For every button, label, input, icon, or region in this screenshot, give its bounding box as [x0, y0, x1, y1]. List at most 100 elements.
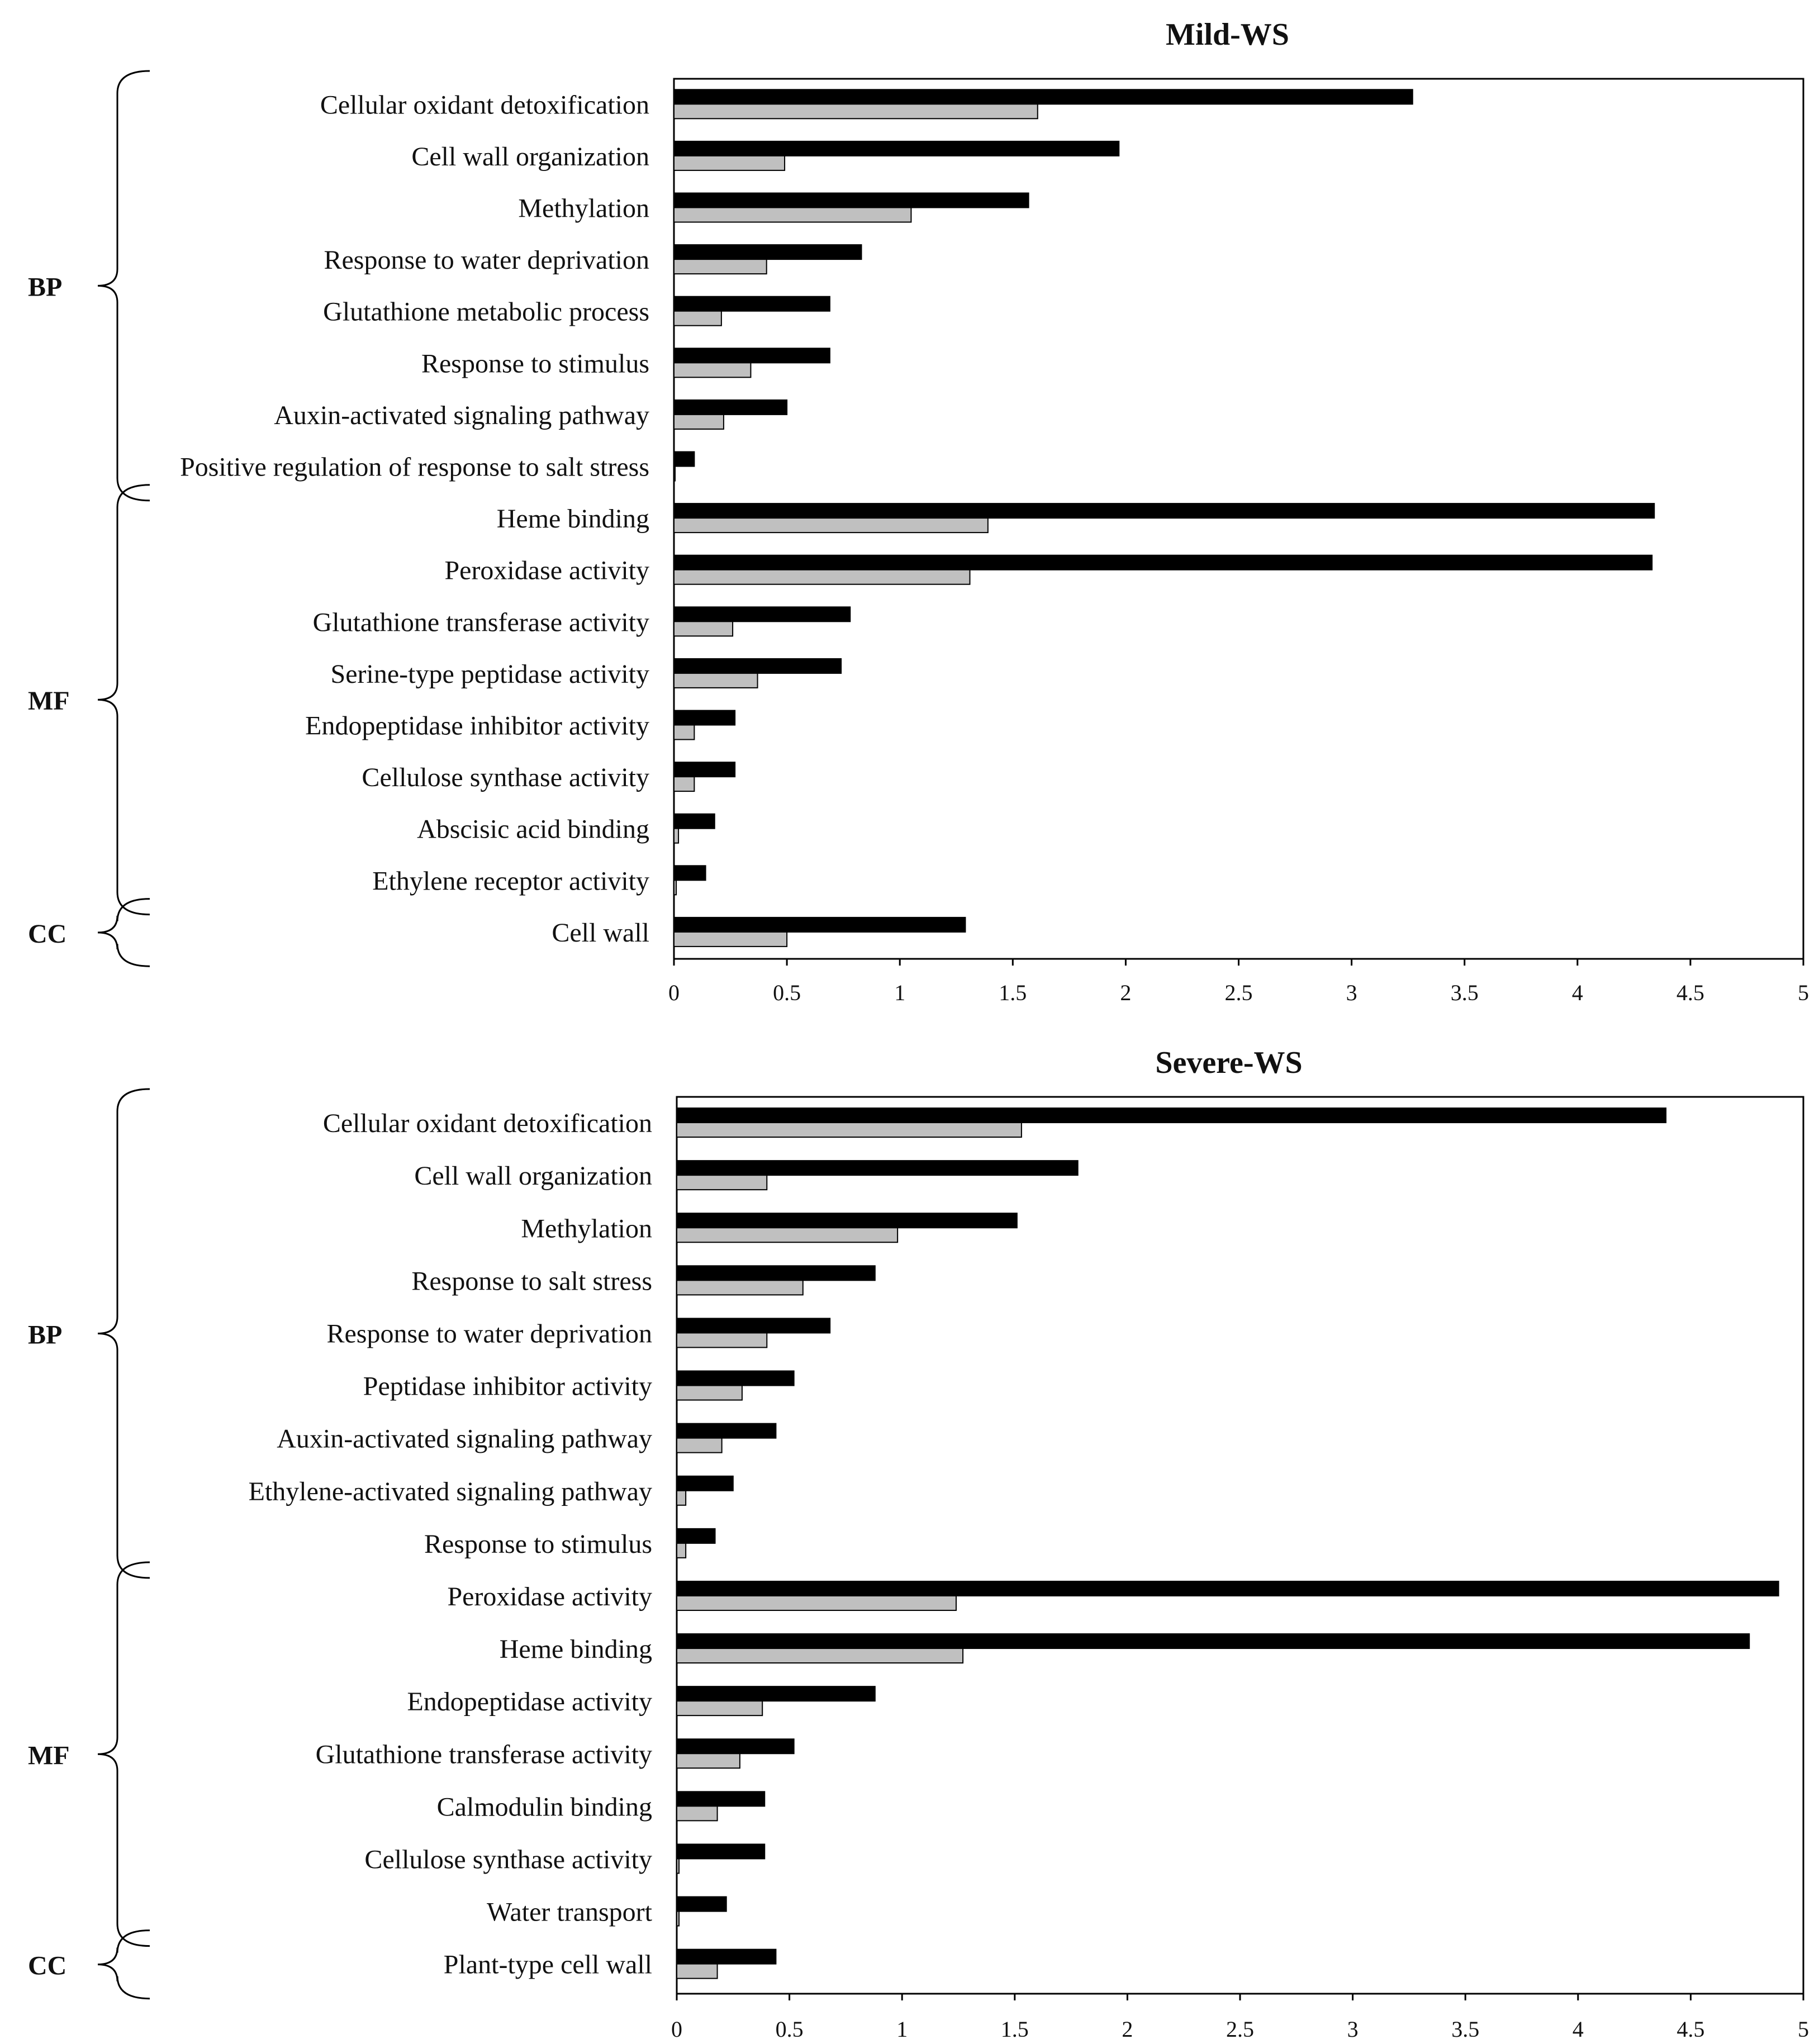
bar-series-1: [676, 1475, 734, 1491]
x-tick-label: 4: [1572, 980, 1583, 1005]
group-label-bp: BP: [28, 1320, 62, 1349]
bar-series-2: [676, 1753, 740, 1769]
x-tick-label: 4.5: [1676, 980, 1704, 1005]
bar-series-2: [673, 465, 676, 482]
x-tick-label: 4.5: [1676, 2017, 1704, 2042]
category-label: Cellular oxidant detoxification: [320, 90, 649, 120]
category-label: Cell wall organization: [411, 142, 649, 172]
group-label-cc: CC: [28, 919, 67, 949]
bar-series-2: [673, 259, 767, 275]
category-label: Calmodulin binding: [437, 1792, 652, 1822]
group-label-mf: MF: [28, 1741, 70, 1770]
bar-series-1: [673, 399, 788, 415]
bar-series-2: [676, 1385, 743, 1401]
bar-series-2: [673, 155, 786, 171]
category-label: Plant-type cell wall: [444, 1950, 652, 1980]
bar-series-1: [673, 348, 830, 364]
bar-series-2: [673, 362, 752, 378]
bar-series-2: [676, 1175, 768, 1191]
bar-series-1: [673, 554, 1653, 571]
bar-series-1: [673, 865, 706, 881]
chart-severe-ws: Severe-WS 0 0.5 1 1.5 2 2.5 3 3.5 4 4.5 5 Cellular o…: [28, 1045, 1809, 2042]
bar-series-1: [673, 916, 966, 933]
x-tick-label: 1.5: [1001, 2017, 1029, 2042]
category-label: Peroxidase activity: [447, 1582, 652, 1612]
group-brace-mf: [97, 1561, 150, 1947]
bar-series-1: [676, 1528, 716, 1544]
bar-series-2: [676, 1910, 680, 1927]
bar-series-1: [676, 1265, 876, 1281]
group-brace-bp: [97, 70, 150, 502]
category-label: Glutathione transferase activity: [313, 607, 649, 637]
group-brace-mf: [97, 484, 150, 916]
x-tick-label: 3.5: [1451, 980, 1479, 1005]
bar-series-1: [673, 192, 1029, 208]
bar-series-2: [676, 1595, 957, 1611]
bar-series-2: [676, 1858, 680, 1874]
x-tick-label: 2.5: [1226, 2017, 1254, 2042]
chart-mild-ws: Mild-WS 0 0.5 1 1.5 2 2.5 3 3.5 4 4.5 5 Cellular oxi…: [28, 17, 1809, 1005]
chart-title: Mild-WS: [1166, 17, 1289, 52]
bar-series-2: [673, 569, 971, 585]
category-label: Endopeptidase inhibitor activity: [305, 711, 649, 741]
x-tick-label: 5: [1798, 2017, 1809, 2042]
group-label-cc: CC: [28, 1951, 67, 1981]
bar-series-1: [673, 710, 736, 726]
category-label: Cellulose synthase activity: [364, 1845, 652, 1874]
bar-series-1: [673, 658, 842, 674]
bar-series-2: [673, 931, 788, 947]
bar-series-1: [676, 1686, 876, 1702]
x-tick-label: 2: [1122, 2017, 1133, 2042]
bar-series-1: [676, 1843, 766, 1860]
x-tick-label: 1.5: [999, 980, 1027, 1005]
bar-series-1: [673, 140, 1120, 156]
bar-series-2: [676, 1332, 768, 1348]
category-label: Endopeptidase activity: [407, 1687, 652, 1717]
bar-series-1: [676, 1370, 795, 1386]
category-label: Peroxidase activity: [444, 556, 649, 586]
x-tick-label: 1: [894, 980, 905, 1005]
bar-series-1: [673, 244, 862, 260]
category-label: Ethylene receptor activity: [372, 866, 649, 896]
bar-series-2: [676, 1227, 899, 1243]
category-label: Peptidase inhibitor activity: [363, 1372, 652, 1401]
bar-series-2: [673, 828, 680, 844]
category-label: Ethylene-activated signaling pathway: [249, 1477, 652, 1506]
bar-series-2: [676, 1805, 718, 1822]
bar-series-2: [673, 621, 734, 637]
x-tick-label: 3: [1347, 2017, 1359, 2042]
category-label: Cellulose synthase activity: [362, 763, 649, 792]
group-brace-cc: [97, 898, 150, 967]
x-tick-label: 0: [671, 2017, 682, 2042]
bar-series-1: [673, 296, 830, 312]
bar-series-1: [676, 1160, 1079, 1176]
category-label: Response to water deprivation: [324, 245, 649, 275]
x-tick-label: 5: [1798, 980, 1809, 1005]
group-brace-cc: [97, 1929, 150, 2000]
group-brace-bp: [97, 1088, 150, 1579]
category-label: Auxin-activated signaling pathway: [274, 401, 649, 430]
x-tick-label: 3: [1346, 980, 1357, 1005]
category-label: Positive regulation of response to salt …: [180, 453, 649, 482]
group-label-mf: MF: [28, 686, 70, 716]
bar-series-2: [676, 1542, 687, 1558]
bar-series-1: [676, 1423, 777, 1439]
bar-series-2: [673, 776, 695, 792]
bar-series-2: [673, 517, 989, 534]
bar-series-2: [673, 413, 724, 430]
chart-title: Severe-WS: [1155, 1045, 1302, 1080]
bar-series-1: [676, 1580, 1779, 1596]
bar-series-1: [673, 606, 851, 622]
category-label: Abscisic acid binding: [417, 815, 649, 844]
category-label: Response to stimulus: [421, 349, 649, 378]
bar-series-1: [676, 1791, 766, 1807]
bar-series-2: [676, 1122, 1022, 1138]
x-tick-label: 2.5: [1225, 980, 1253, 1005]
bar-series-1: [676, 1738, 795, 1755]
bar-series-2: [676, 1700, 763, 1717]
bar-series-2: [673, 672, 758, 688]
x-tick-label: 3.5: [1451, 2017, 1479, 2042]
bar-series-2: [676, 1490, 687, 1506]
category-label: Response to stimulus: [424, 1529, 652, 1559]
